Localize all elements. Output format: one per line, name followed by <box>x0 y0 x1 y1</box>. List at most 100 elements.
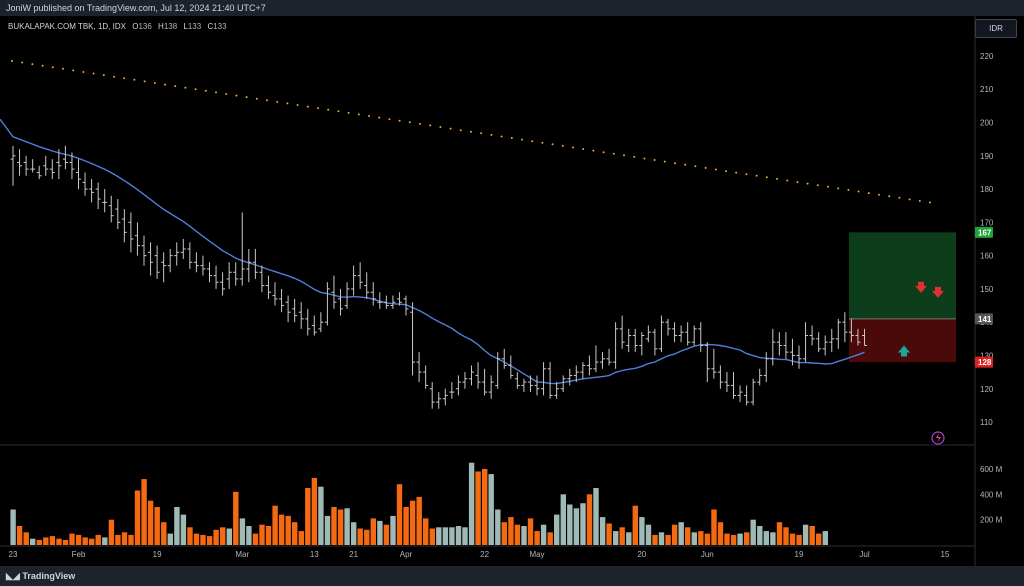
trendline-dot <box>878 193 880 196</box>
volume-bar <box>449 527 455 545</box>
volume-bar <box>82 537 88 545</box>
price-tick-label: 150 <box>980 285 994 294</box>
trendline-dot <box>357 113 360 116</box>
volume-bar <box>685 527 691 545</box>
time-tick-label: 13 <box>310 550 319 559</box>
trendline-dot <box>11 60 13 62</box>
trendline-dot <box>592 149 595 152</box>
trendline-dot <box>765 176 768 179</box>
volume-bar <box>547 532 553 545</box>
trendline-dot <box>796 181 799 184</box>
trendline-dot <box>184 86 187 89</box>
volume-bar <box>200 534 206 545</box>
trendline-dot <box>317 107 319 110</box>
volume-bar <box>134 490 141 545</box>
trendline-dot <box>735 171 738 174</box>
volume-bar <box>763 531 769 545</box>
volume-bar <box>475 471 481 545</box>
volume-bar <box>357 528 363 545</box>
volume-bar <box>233 491 239 545</box>
volume-bar <box>351 522 357 545</box>
trendline-dot <box>368 115 370 117</box>
trendline-dot <box>153 82 156 84</box>
time-tick-label: 22 <box>480 550 489 559</box>
volume-bar <box>482 469 488 545</box>
stop-price-label: 128 <box>978 358 992 367</box>
trendline-dot <box>429 124 432 127</box>
target-price-label: 167 <box>978 228 992 237</box>
volume-bar <box>337 509 344 545</box>
volume-bar <box>213 529 219 545</box>
volume-bar <box>154 507 160 545</box>
volume-bar <box>468 462 475 545</box>
volume-bar <box>521 526 527 545</box>
volume-bar <box>174 507 180 545</box>
volume-bar <box>698 531 704 545</box>
trendline-dot <box>347 111 350 114</box>
volume-bar <box>403 507 409 545</box>
volume-bar <box>259 524 265 545</box>
trendline-dot <box>194 88 197 91</box>
volume-bar <box>311 477 318 545</box>
volume-bar <box>626 532 632 545</box>
target-price-label-bg <box>975 226 993 238</box>
volume-bar <box>802 524 809 545</box>
volume-bar <box>220 527 226 545</box>
time-tick-label: 15 <box>941 550 950 559</box>
trendline-dot <box>174 85 177 88</box>
volume-bar <box>639 517 645 545</box>
volume-bar <box>331 507 337 545</box>
volume-bar <box>285 515 291 545</box>
arrow-down-icon <box>932 286 944 298</box>
trendline-dot <box>704 166 707 169</box>
volume-bar <box>75 534 82 545</box>
volume-bar <box>370 518 376 545</box>
volume-bar <box>128 534 134 545</box>
trendline-dot <box>521 138 523 141</box>
current-price-label-bg <box>975 313 993 325</box>
volume-bar <box>115 534 121 545</box>
volume-bar <box>10 509 16 545</box>
lightning-bolt <box>936 433 941 443</box>
trendline-dot <box>684 163 687 166</box>
volume-bar <box>652 534 658 545</box>
trendline-dot <box>388 118 391 121</box>
trendline-dot <box>725 170 727 173</box>
price-tick-label: 120 <box>980 385 994 394</box>
lightning-icon[interactable] <box>931 431 945 445</box>
time-tick-label: 19 <box>153 550 162 559</box>
volume-bar <box>717 522 724 545</box>
trendline-dot <box>776 177 778 180</box>
trendline-dot <box>72 69 75 72</box>
volume-bar <box>462 527 468 545</box>
price-tick-label: 130 <box>980 351 994 360</box>
volume-bar <box>409 500 416 545</box>
volume-bar <box>737 533 743 545</box>
volume-bar <box>704 533 711 545</box>
price-chart[interactable]: 1101201301401501601701801902002102201671… <box>0 16 1024 566</box>
volume-bar <box>121 532 128 545</box>
volume-bar <box>665 534 671 545</box>
publisher-text: JoniW published on TradingView.com, Jul … <box>6 3 266 13</box>
time-tick-label: Apr <box>400 550 413 559</box>
time-tick-label: 19 <box>795 550 804 559</box>
symbol-legend: BUKALAPAK.COM TBK, 1D, IDX O136 H138 L13… <box>8 22 227 31</box>
volume-bar <box>488 474 494 545</box>
volume-bar <box>711 509 717 545</box>
trendline-dot <box>123 77 126 80</box>
volume-bar <box>534 531 540 545</box>
volume-tick-label: 400 M <box>980 490 1003 499</box>
volume-bar <box>730 534 737 545</box>
trendline-dot <box>92 72 95 75</box>
trendline-dot <box>908 198 911 201</box>
volume-bar <box>43 537 49 545</box>
trendline-dot <box>276 100 279 103</box>
volume-bar <box>580 503 586 545</box>
trendline-dot <box>470 130 472 133</box>
trendline-dot <box>164 83 166 86</box>
volume-bar <box>442 527 449 545</box>
trendline-dot <box>398 119 401 122</box>
trendline-dot <box>490 133 493 136</box>
volume-bar <box>36 539 42 545</box>
tradingview-logo[interactable]: ◣◢ TradingView <box>6 571 75 581</box>
